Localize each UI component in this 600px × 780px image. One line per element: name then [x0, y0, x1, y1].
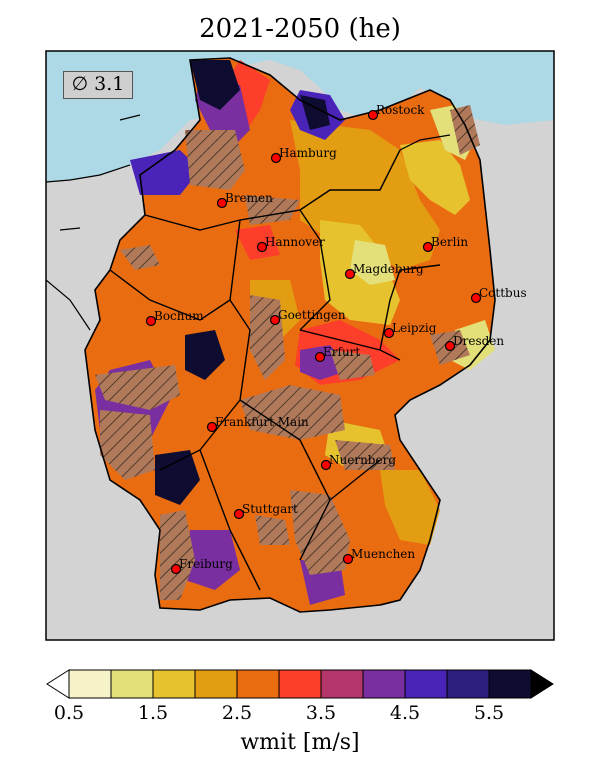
city-magdeburg: Magdeburg	[344, 262, 424, 280]
city-marker	[422, 241, 434, 253]
city-leipzig: Leipzig	[383, 321, 437, 339]
city-marker	[256, 241, 268, 253]
city-goettingen: Goettingen	[269, 308, 346, 326]
colorbar-tick-label: 4.5	[389, 702, 421, 724]
colorbar-cell	[362, 669, 406, 699]
cities-layer: Rostock Hamburg Bremen Berlin Hannover Magdeb…	[145, 103, 527, 575]
city-nuernberg: Nuernberg	[320, 453, 396, 471]
colorbar-cell	[320, 669, 364, 699]
colorbar-tick-label: 3.5	[305, 702, 337, 724]
city-marker	[367, 109, 379, 121]
city-label: Goettingen	[278, 308, 346, 322]
city-label: Hamburg	[279, 146, 337, 160]
city-stuttgart: Stuttgart	[233, 502, 298, 520]
map-frame	[45, 50, 555, 641]
city-marker	[344, 268, 356, 280]
city-label: Dresden	[453, 334, 504, 348]
sea-area	[46, 51, 554, 182]
city-label: Rostock	[376, 103, 425, 117]
city-marker	[320, 459, 332, 471]
city-muenchen: Muenchen	[342, 547, 415, 565]
city-frankfurt-main: Frankfurt Main	[206, 415, 309, 433]
average-value-box: ∅ 3.1	[63, 71, 133, 99]
city-label: Erfurt	[323, 345, 360, 359]
colorbar-label: wmit [m/s]	[240, 730, 360, 755]
city-bremen: Bremen	[216, 191, 273, 209]
city-marker	[269, 314, 281, 326]
colorbar-tick-label: 2.5	[221, 702, 253, 724]
city-marker	[444, 340, 456, 352]
city-label: Magdeburg	[353, 262, 424, 276]
city-marker	[233, 508, 245, 520]
city-marker	[170, 563, 182, 575]
city-hannover: Hannover	[256, 235, 325, 253]
colorbar-tick-label: 5.5	[473, 702, 505, 724]
city-label: Bremen	[225, 191, 273, 205]
city-marker	[216, 197, 228, 209]
colorbar-cell	[404, 669, 448, 699]
city-dresden: Dresden	[444, 334, 504, 352]
city-marker	[206, 421, 218, 433]
city-label: Leipzig	[392, 321, 437, 335]
country-border	[84, 57, 496, 613]
city-label: Nuernberg	[329, 453, 396, 467]
city-bochum: Bochum	[145, 309, 204, 327]
colorbar-tick-label: 0.5	[53, 702, 85, 724]
colorbar-cell	[236, 669, 280, 699]
colorbar-cell	[68, 669, 112, 699]
city-label: Muenchen	[351, 547, 415, 561]
map-title: 2021-2050 (he)	[199, 14, 401, 44]
city-erfurt: Erfurt	[314, 345, 360, 363]
colorbar-cell	[278, 669, 322, 699]
city-marker	[470, 292, 482, 304]
city-cottbus: Cottbus	[470, 286, 527, 304]
state-borders	[109, 149, 441, 591]
city-label: Hannover	[265, 235, 325, 249]
city-label: Stuttgart	[242, 502, 298, 516]
city-label: Freiburg	[179, 557, 233, 571]
city-marker	[342, 553, 354, 565]
city-label: Bochum	[154, 309, 204, 323]
city-freiburg: Freiburg	[170, 557, 233, 575]
colorbar-over-arrow	[530, 669, 554, 699]
wind-map: Rostock Hamburg Bremen Berlin Hannover Magdeb…	[45, 50, 555, 641]
colorbar-cell	[446, 669, 490, 699]
city-rostock: Rostock	[367, 103, 425, 121]
city-marker	[145, 315, 157, 327]
colorbar-cell	[110, 669, 154, 699]
colorbar-under-arrow	[46, 669, 70, 699]
colorbar-tick-label: 1.5	[137, 702, 169, 724]
city-marker	[383, 327, 395, 339]
colorbar-cell	[194, 669, 238, 699]
city-label: Berlin	[431, 235, 468, 249]
city-label: Frankfurt Main	[215, 415, 309, 429]
colorbar-cell	[488, 669, 532, 699]
coastlines	[46, 114, 451, 331]
city-hamburg: Hamburg	[270, 146, 337, 164]
city-berlin: Berlin	[422, 235, 468, 253]
city-marker	[314, 351, 326, 363]
city-label: Cottbus	[479, 286, 527, 300]
city-marker	[270, 152, 282, 164]
colorbar-cell	[152, 669, 196, 699]
